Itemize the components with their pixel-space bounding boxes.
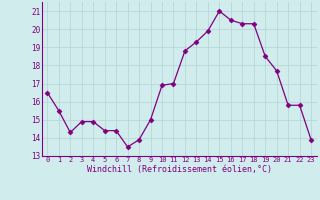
X-axis label: Windchill (Refroidissement éolien,°C): Windchill (Refroidissement éolien,°C)	[87, 165, 272, 174]
